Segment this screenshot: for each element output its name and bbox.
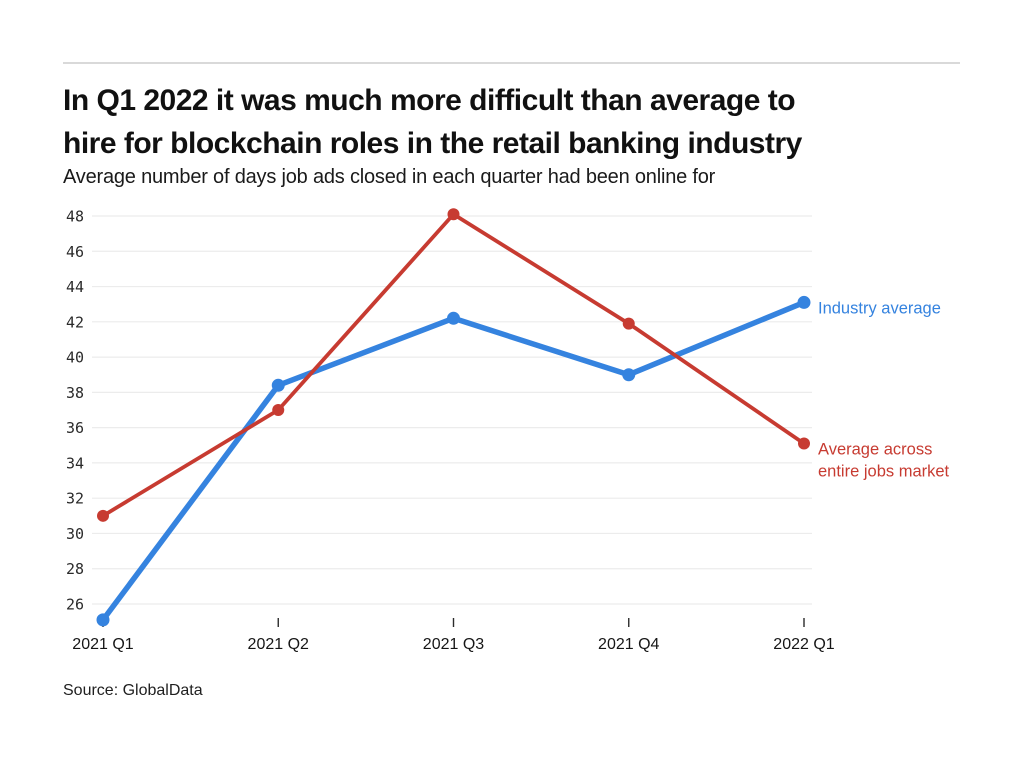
y-tick-label: 42 <box>66 313 84 331</box>
data-point <box>622 317 635 330</box>
chart-title: In Q1 2022 it was much more difficult th… <box>63 79 943 165</box>
chart-title-line-2: hire for blockchain roles in the retail … <box>63 127 802 160</box>
chart-title-line-1: In Q1 2022 it was much more difficult th… <box>63 84 796 117</box>
series-line <box>101 212 806 518</box>
data-point <box>797 295 811 309</box>
x-tick-label: 2021 Q3 <box>423 636 484 653</box>
legend-label: entire jobs market <box>818 463 950 481</box>
data-point <box>272 404 285 416</box>
header-divider <box>63 62 960 64</box>
legend-label: Average across <box>818 441 932 459</box>
data-point <box>447 208 460 221</box>
y-tick-label: 38 <box>66 384 84 402</box>
data-point <box>622 368 636 382</box>
chart-subtitle: Average number of days job ads closed in… <box>63 166 716 188</box>
x-tick-label: 2021 Q4 <box>598 636 659 653</box>
y-tick-label: 36 <box>66 419 84 437</box>
data-point <box>97 509 109 522</box>
source-note: Source: GlobalData <box>63 682 203 699</box>
data-point <box>271 378 285 392</box>
y-tick-label: 46 <box>66 243 84 261</box>
x-tick-label: 2021 Q1 <box>72 636 133 653</box>
y-tick-label: 32 <box>66 490 84 508</box>
y-tick-label: 48 <box>66 208 84 226</box>
legend-label: Industry average <box>818 299 941 317</box>
y-tick-label: 30 <box>66 525 84 543</box>
y-tick-label: 26 <box>66 596 84 614</box>
x-tick-label: 2021 Q2 <box>248 636 309 653</box>
x-tick-label: 2022 Q1 <box>773 636 834 653</box>
y-tick-label: 40 <box>66 349 84 367</box>
y-tick-label: 44 <box>66 278 84 296</box>
data-point <box>798 437 810 450</box>
y-tick-label: 34 <box>66 454 84 472</box>
y-tick-label: 28 <box>66 560 84 578</box>
data-point <box>96 613 110 627</box>
series-line <box>100 299 807 623</box>
data-point <box>447 311 460 325</box>
